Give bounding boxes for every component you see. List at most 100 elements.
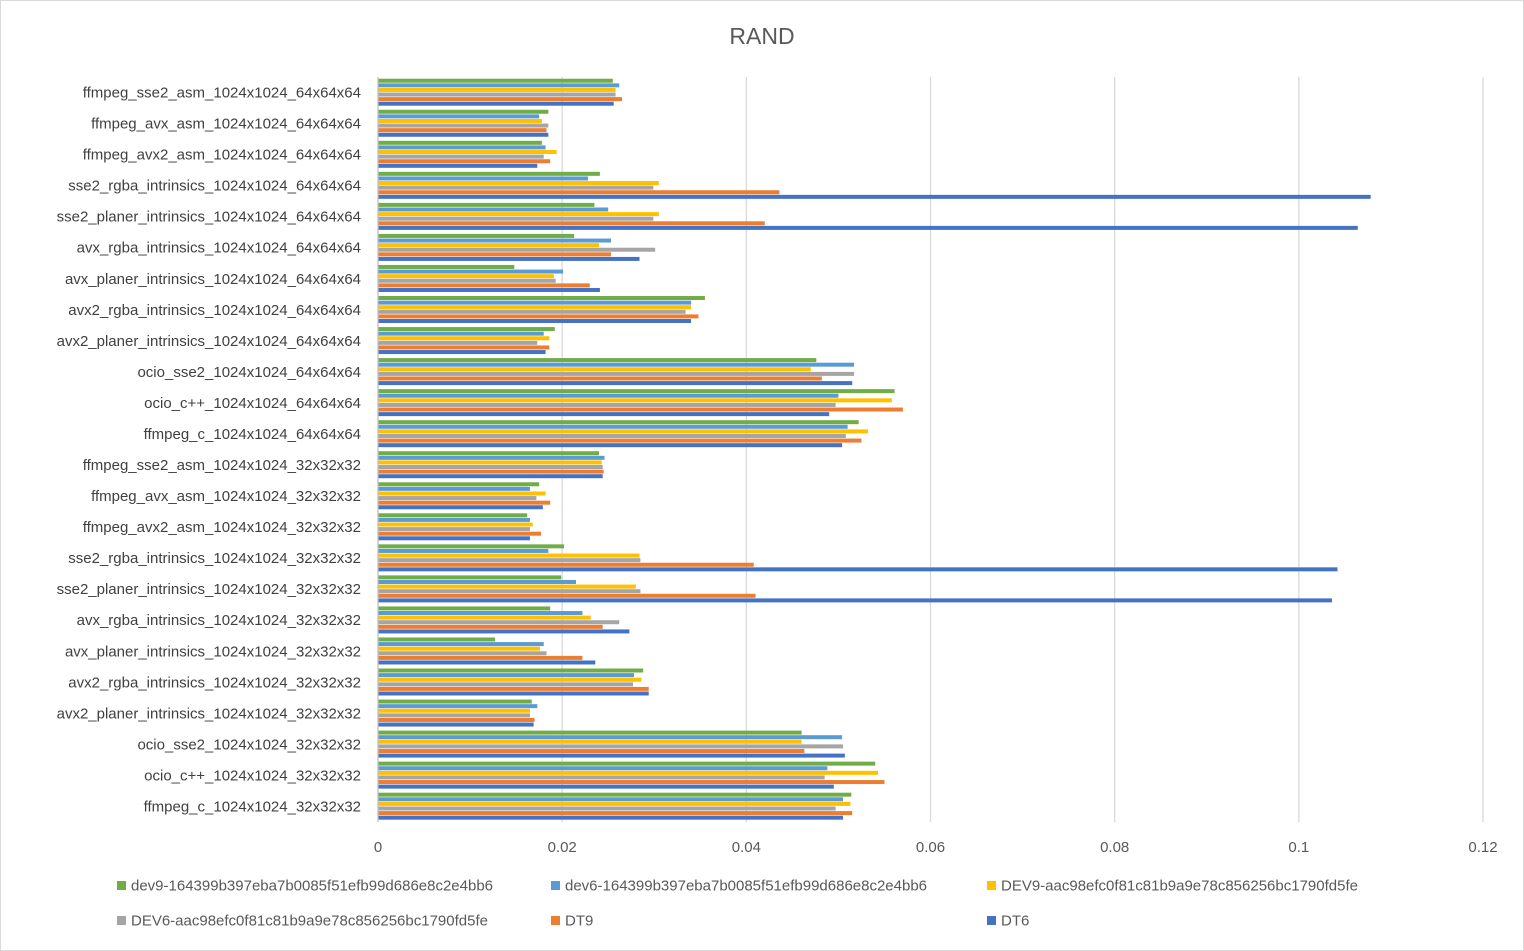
bar bbox=[378, 642, 544, 647]
bar bbox=[378, 238, 611, 243]
bar bbox=[378, 562, 754, 567]
category-label: ffmpeg_sse2_asm_1024x1024_64x64x64 bbox=[83, 85, 361, 102]
bar bbox=[378, 717, 535, 722]
category-label: sse2_rgba_intrinsics_1024x1024_32x32x32 bbox=[68, 550, 361, 567]
bar bbox=[378, 433, 846, 438]
bar bbox=[378, 699, 532, 704]
legend-swatch bbox=[551, 881, 560, 890]
bar bbox=[378, 233, 575, 238]
category-label: avx_rgba_intrinsics_1024x1024_64x64x64 bbox=[77, 240, 361, 257]
bar bbox=[378, 176, 588, 181]
bar bbox=[378, 145, 546, 150]
bar bbox=[378, 811, 853, 816]
x-tick-label: 0.04 bbox=[732, 839, 761, 856]
x-tick-label: 0.06 bbox=[916, 839, 945, 856]
bar bbox=[378, 118, 542, 123]
category-label: ffmpeg_c_1024x1024_32x32x32 bbox=[144, 798, 361, 815]
bar bbox=[378, 296, 705, 301]
bar bbox=[378, 367, 811, 372]
bar bbox=[378, 593, 756, 598]
bar bbox=[378, 646, 541, 651]
bar bbox=[378, 553, 640, 558]
bar bbox=[378, 806, 836, 811]
bar bbox=[378, 482, 540, 487]
bar bbox=[378, 517, 530, 522]
bar bbox=[378, 202, 595, 207]
bar bbox=[378, 331, 544, 336]
bar bbox=[378, 150, 557, 155]
bar bbox=[378, 668, 644, 673]
legend-label: DEV9-aac98efc0f81c81b9a9e78c856256bc1790… bbox=[1001, 878, 1358, 895]
bar bbox=[378, 336, 550, 341]
legend-swatch bbox=[987, 881, 996, 890]
bar bbox=[378, 300, 692, 305]
x-tick-label: 0.02 bbox=[548, 839, 577, 856]
bar bbox=[378, 620, 620, 625]
category-label: ocio_sse2_1024x1024_32x32x32 bbox=[137, 736, 361, 753]
bar bbox=[378, 221, 765, 226]
bar bbox=[378, 558, 641, 563]
bar bbox=[378, 398, 892, 403]
bar bbox=[378, 252, 611, 257]
bar bbox=[378, 154, 544, 159]
category-label: ffmpeg_avx2_asm_1024x1024_32x32x32 bbox=[83, 519, 361, 536]
bar bbox=[378, 181, 659, 186]
bar bbox=[378, 438, 862, 443]
bar bbox=[378, 486, 530, 491]
bar bbox=[378, 424, 848, 429]
category-label: ffmpeg_avx_asm_1024x1024_64x64x64 bbox=[91, 116, 361, 133]
category-label: ffmpeg_sse2_asm_1024x1024_32x32x32 bbox=[83, 457, 361, 474]
bar bbox=[378, 190, 780, 195]
bar bbox=[378, 123, 549, 128]
category-label: avx2_planer_intrinsics_1024x1024_64x64x6… bbox=[57, 333, 361, 350]
chart-title: RAND bbox=[729, 23, 794, 49]
bar bbox=[378, 274, 554, 279]
bar bbox=[378, 92, 616, 97]
bar bbox=[378, 159, 551, 164]
legend-swatch bbox=[551, 916, 560, 925]
bar bbox=[378, 739, 802, 744]
bar bbox=[378, 128, 547, 133]
bar bbox=[378, 309, 686, 314]
bar bbox=[378, 358, 817, 363]
bar bbox=[378, 527, 530, 532]
bar bbox=[378, 443, 843, 448]
bar bbox=[378, 589, 641, 594]
category-label: avx_rgba_intrinsics_1024x1024_32x32x32 bbox=[77, 612, 361, 629]
bar bbox=[378, 730, 802, 735]
bar bbox=[378, 314, 699, 319]
bar bbox=[378, 350, 546, 355]
bar bbox=[378, 109, 549, 114]
bar bbox=[378, 598, 1332, 603]
bar bbox=[378, 412, 830, 417]
bar bbox=[378, 287, 600, 292]
bar bbox=[378, 362, 855, 367]
bar bbox=[378, 469, 604, 474]
bar bbox=[378, 505, 543, 510]
category-label: sse2_planer_intrinsics_1024x1024_64x64x6… bbox=[57, 209, 361, 226]
bar bbox=[378, 78, 613, 83]
bar bbox=[378, 655, 583, 660]
legend-label: DT9 bbox=[565, 913, 593, 930]
category-label: ffmpeg_avx_asm_1024x1024_32x32x32 bbox=[91, 488, 361, 505]
bar bbox=[378, 451, 599, 456]
bar bbox=[378, 474, 603, 479]
bar bbox=[378, 735, 843, 740]
bar bbox=[378, 686, 649, 691]
bar bbox=[378, 673, 634, 678]
category-label: avx2_rgba_intrinsics_1024x1024_64x64x64 bbox=[68, 302, 361, 319]
bar bbox=[378, 761, 876, 766]
bar bbox=[378, 815, 844, 820]
bar bbox=[378, 393, 839, 398]
bar bbox=[378, 792, 852, 797]
bar bbox=[378, 429, 868, 434]
legend: dev9-164399b397eba7b0085f51efb99d686e8c2… bbox=[117, 878, 1358, 930]
gridlines bbox=[561, 77, 1484, 822]
bar bbox=[378, 575, 562, 580]
bar bbox=[378, 744, 844, 749]
bar bbox=[378, 207, 609, 212]
bar bbox=[378, 319, 692, 324]
bar bbox=[378, 615, 591, 620]
bar bbox=[378, 536, 530, 541]
